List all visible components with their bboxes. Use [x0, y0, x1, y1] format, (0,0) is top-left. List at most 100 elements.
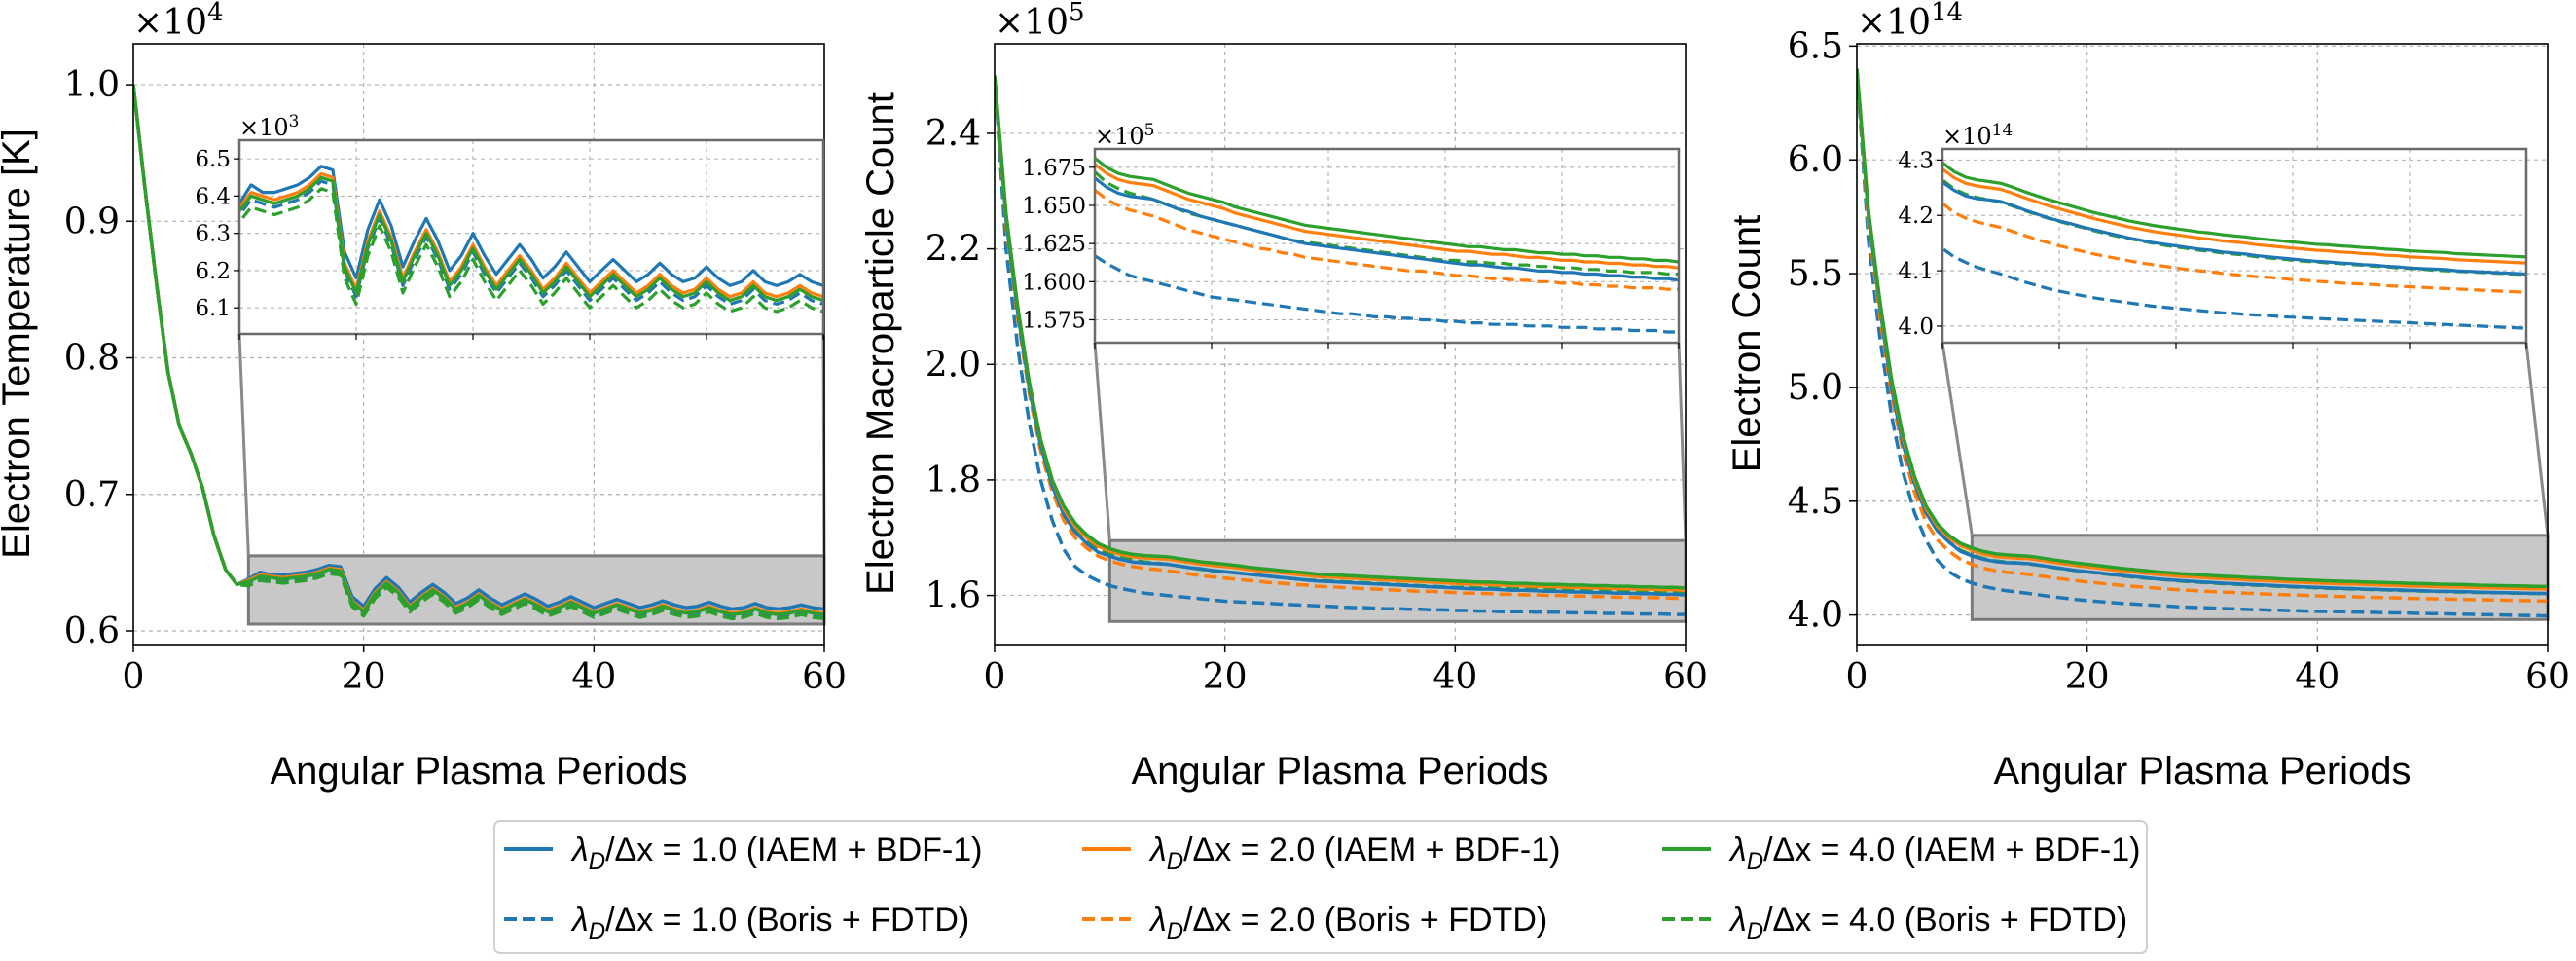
inset-y-tick-label: 6.5	[195, 147, 231, 172]
legend: λD/Δx = 1.0 (IAEM + BDF-1) λD/Δx = 2.0 (I…	[493, 820, 2148, 954]
series-line	[133, 84, 824, 621]
inset-series-line	[1095, 175, 1679, 282]
inset-multiplier: ×105	[1095, 121, 1154, 150]
x-tick-label: 60	[802, 657, 847, 697]
inset-y-tick-label: 1.600	[1022, 270, 1086, 295]
x-tick-label: 0	[123, 657, 145, 697]
legend-subscript: D	[1747, 918, 1763, 944]
y-tick-label: 5.0	[1788, 368, 1843, 408]
inset-y-tick-label: 4.2	[1898, 203, 1934, 229]
legend-label: λD/Δx = 1.0 (Boris + FDTD)	[570, 902, 969, 944]
inset-series-line	[1095, 155, 1679, 264]
legend-symbol: λ	[570, 832, 589, 869]
inset-background	[1095, 149, 1679, 343]
axis-multiplier: ×104	[133, 0, 224, 43]
series-line	[995, 75, 1686, 592]
inset-y-tick-label: 1.625	[1022, 232, 1086, 257]
inset-multiplier-exponent: 3	[289, 112, 300, 131]
legend-rest: /Δx = 2.0 (Boris + FDTD)	[1183, 902, 1547, 939]
series-lines	[1857, 68, 2548, 618]
x-tick-label: 40	[2295, 657, 2340, 697]
axis-multiplier: ×1014	[1857, 0, 1963, 43]
axes-frame	[1856, 43, 2549, 646]
y-tick-label: 1.0	[64, 65, 120, 105]
inset-series-line	[239, 187, 823, 314]
inset-y-tick-label: 1.650	[1022, 194, 1086, 219]
zoom-connector	[2524, 342, 2550, 536]
axis-multiplier: ×105	[995, 0, 1085, 43]
series-line	[995, 75, 1686, 597]
inset-series-line	[239, 171, 823, 299]
y-axis-label: Electron Macroparticle Count	[859, 92, 902, 595]
inset-frame	[237, 138, 825, 336]
series-line	[995, 75, 1686, 616]
inset-series-line	[239, 175, 823, 303]
legend-symbol: λ	[570, 902, 589, 939]
legend-frame	[493, 820, 2148, 954]
x-axis-label: Angular Plasma Periods	[1993, 750, 2411, 793]
x-tick-label: 20	[1203, 657, 1248, 697]
legend-item: λD/Δx = 4.0 (Boris + FDTD)	[1662, 902, 2127, 944]
multiplier-base: ×10	[1857, 3, 1931, 43]
legend-subscript: D	[1167, 848, 1183, 874]
zoom-connector	[1093, 342, 1111, 541]
inset-y-tick-label: 6.1	[195, 296, 231, 321]
x-axis-label: Angular Plasma Periods	[1131, 750, 1548, 793]
inset-series-line	[1095, 162, 1679, 270]
legend-rest: /Δx = 4.0 (IAEM + BDF-1)	[1763, 832, 2140, 869]
multiplier-base: ×10	[133, 3, 207, 43]
axes-frame	[994, 43, 1687, 646]
inset-background	[1942, 149, 2526, 343]
x-tick-label: 60	[1663, 657, 1708, 697]
inset-series-line	[1942, 201, 2526, 294]
legend-symbol: λ	[1148, 902, 1167, 939]
inset-series-lines	[1942, 160, 2526, 330]
series-line	[1857, 68, 2548, 596]
series-line	[1857, 68, 2548, 589]
inset-series-lines	[239, 165, 823, 314]
inset-multiplier-base: ×10	[239, 114, 289, 141]
series-lines	[133, 84, 824, 621]
x-tick-label: 0	[984, 657, 1006, 697]
series-line	[1857, 68, 2548, 618]
legend-item: λD/Δx = 1.0 (Boris + FDTD)	[504, 902, 969, 944]
legend-rest: /Δx = 1.0 (Boris + FDTD)	[605, 902, 969, 939]
legend-subscript: D	[1167, 918, 1183, 944]
y-tick-label: 5.5	[1788, 254, 1843, 294]
x-tick-label: 0	[1846, 657, 1869, 697]
multiplier-exponent: 14	[1931, 0, 1963, 27]
multiplier-base: ×10	[995, 3, 1069, 43]
legend-symbol: λ	[1148, 832, 1167, 869]
x-tick-label: 60	[2525, 657, 2570, 697]
series-lines	[995, 75, 1686, 616]
inset-y-tick-label: 4.1	[1898, 259, 1934, 284]
inset-series-line	[1942, 166, 2526, 265]
legend-subscript: D	[1747, 848, 1763, 874]
inset-series-lines	[1095, 155, 1679, 334]
inset-axes: 1.575 1.600 1.625 1.650 1.675 ×105	[1022, 121, 1681, 349]
zoom-connector	[1941, 342, 1974, 536]
inset-series-line	[1942, 246, 2526, 330]
y-tick-label: 0.8	[64, 339, 120, 379]
y-tick-label: 4.0	[1788, 596, 1843, 636]
inset-y-tick-label: 1.575	[1022, 308, 1086, 333]
legend-rest: /Δx = 2.0 (IAEM + BDF-1)	[1183, 832, 1560, 869]
y-tick-label: 6.0	[1788, 140, 1843, 180]
y-tick-label: 2.0	[925, 345, 981, 385]
series-line	[995, 75, 1686, 595]
inset-y-tick-label: 4.3	[1898, 148, 1934, 173]
inset-y-tick-label: 6.2	[195, 259, 231, 284]
legend-item: λD/Δx = 1.0 (IAEM + BDF-1)	[504, 832, 982, 874]
x-tick-label: 40	[1433, 657, 1477, 697]
y-tick-label: 2.2	[925, 230, 981, 270]
x-tick-label: 20	[2065, 657, 2110, 697]
inset-multiplier-base: ×10	[1942, 123, 1992, 150]
legend-label: λD/Δx = 2.0 (Boris + FDTD)	[1148, 902, 1547, 944]
legend-item: λD/Δx = 2.0 (IAEM + BDF-1)	[1082, 832, 1560, 874]
series-line	[1857, 68, 2548, 591]
multiplier-exponent: 4	[207, 0, 224, 27]
